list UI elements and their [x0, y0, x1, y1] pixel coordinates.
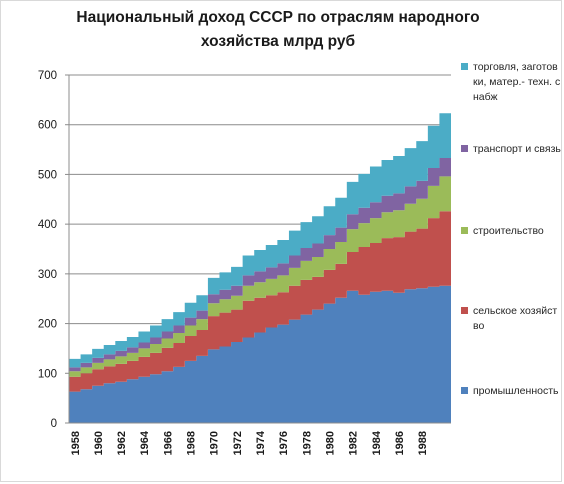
legend-item-industry: промышленность	[461, 384, 561, 399]
x-tick-label: 1970	[209, 431, 221, 455]
x-tick-label: 1966	[162, 431, 174, 455]
y-tick-label: 400	[38, 219, 57, 231]
legend-item-construction: строительство	[461, 224, 561, 239]
x-tick-label: 1978	[301, 431, 313, 455]
chart-title-line-2: хозяйства млрд руб	[200, 33, 356, 50]
legend-label-transport: транспорт и связь	[473, 143, 561, 155]
y-tick-label: 700	[38, 70, 57, 82]
legend-swatch-industry	[461, 387, 468, 394]
y-tick-label: 0	[51, 418, 57, 430]
x-tick-labels: 1958 1960 1962 1964 1966 1968 1970 1972 1974 1976…	[70, 430, 429, 455]
x-tick-label: 1982	[348, 431, 360, 455]
legend-label-trade: торговля, заготовки, матер.- техн. снабж	[473, 61, 561, 103]
legend-swatch-trade	[461, 63, 468, 70]
x-tick-label: 1984	[371, 430, 383, 455]
x-tick-label: 1960	[93, 431, 105, 455]
x-tick-label: 1988	[417, 431, 429, 455]
y-tick-label: 100	[38, 368, 57, 380]
area-series-0	[69, 285, 451, 423]
legend-item-agriculture: сельское хозяйство	[461, 304, 561, 334]
x-tick-label: 1986	[394, 431, 406, 455]
x-tick-label: 1980	[324, 431, 336, 455]
x-tick-label: 1974	[255, 430, 267, 455]
area-series	[69, 113, 451, 423]
x-tick-label: 1972	[232, 431, 244, 455]
area-series-1	[69, 211, 451, 392]
y-tick-label: 300	[38, 269, 57, 281]
legend-label-construction: строительство	[473, 225, 544, 237]
y-tick-label: 500	[38, 169, 57, 181]
legend-label-industry: промышленность	[473, 385, 559, 397]
legend-item-transport: транспорт и связь	[461, 142, 561, 157]
legend-swatch-construction	[461, 227, 468, 234]
chart-title-line-1: Национальный доход СССР по отраслям наро…	[76, 9, 480, 26]
x-tick-label: 1968	[186, 431, 198, 455]
legend-item-trade: торговля, заготовки, матер.- техн. снабж	[461, 60, 561, 105]
x-tick-label: 1962	[116, 431, 128, 455]
legend-swatch-transport	[461, 145, 468, 152]
y-tick-label: 200	[38, 319, 57, 331]
x-tick-label: 1976	[278, 431, 290, 455]
y-tick-label: 600	[38, 120, 57, 132]
y-tick-labels: 0 100 200 300 400 500 600 700	[38, 70, 57, 430]
x-tick-label: 1958	[70, 431, 82, 455]
legend-swatch-agriculture	[461, 307, 468, 314]
x-tick-label: 1964	[139, 430, 151, 455]
axes	[65, 74, 451, 424]
legend-label-agriculture: сельское хозяйство	[473, 305, 558, 332]
